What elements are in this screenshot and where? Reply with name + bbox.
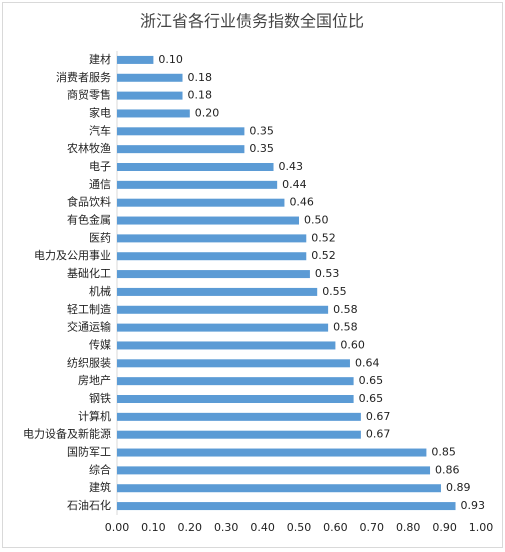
- data-label: 0.20: [195, 106, 220, 119]
- y-tick-label: 钢铁: [89, 392, 111, 405]
- y-tick-label: 基础化工: [67, 266, 111, 280]
- data-label: 0.52: [311, 249, 336, 262]
- y-tick-label: 房地产: [78, 373, 111, 387]
- data-label: 0.46: [289, 196, 314, 209]
- bar: [117, 341, 336, 350]
- y-tick-label: 汽车: [89, 123, 111, 137]
- data-label: 0.93: [461, 499, 486, 512]
- x-tick-label: 0.90: [432, 521, 457, 534]
- bar: [117, 163, 274, 171]
- y-tick-label: 电力及公用事业: [34, 249, 111, 262]
- x-tick-label: 0.00: [105, 521, 130, 534]
- data-label: 0.35: [249, 124, 274, 137]
- y-tick-label: 农林牧渔: [67, 141, 111, 155]
- y-tick-label: 计算机: [78, 409, 111, 423]
- y-tick-label: 交通运输: [67, 320, 111, 334]
- y-tick-label: 有色金属: [67, 213, 111, 227]
- chart-title: 浙江省各行业债务指数全国位比: [140, 12, 364, 31]
- bar: [117, 127, 245, 136]
- y-tick-label: 食品饮料: [67, 195, 111, 209]
- y-tick-label: 医药: [89, 231, 111, 244]
- bar: [117, 484, 441, 493]
- bar: [117, 448, 427, 457]
- data-label: 0.55: [322, 285, 347, 298]
- x-tick-label: 0.50: [287, 521, 312, 534]
- bar: [117, 91, 183, 100]
- y-tick-label: 综合: [89, 462, 111, 476]
- bar: [117, 252, 307, 261]
- bar: [117, 73, 183, 82]
- data-label: 0.85: [431, 446, 456, 459]
- bar: [117, 55, 154, 64]
- y-tick-label: 电力设备及新能源: [23, 427, 111, 441]
- x-tick-label: 0.30: [214, 521, 239, 534]
- y-tick-label: 轻工制造: [67, 302, 111, 316]
- bar: [117, 287, 318, 296]
- data-label: 0.65: [359, 392, 384, 405]
- bar: [117, 395, 354, 403]
- y-tick-label: 消费者服务: [56, 70, 111, 84]
- data-label: 0.43: [279, 160, 304, 173]
- y-tick-label: 建材: [89, 52, 111, 66]
- bar: [117, 234, 307, 243]
- data-label: 0.18: [188, 89, 213, 102]
- data-label: 0.18: [188, 71, 213, 84]
- y-tick-label: 商贸零售: [67, 88, 111, 102]
- bar: [117, 502, 456, 511]
- bar: [117, 270, 310, 279]
- data-label: 0.67: [366, 428, 391, 441]
- data-label: 0.35: [249, 142, 274, 155]
- x-tick-label: 1.00: [469, 521, 494, 534]
- bar: [117, 466, 431, 475]
- y-tick-label: 家电: [89, 105, 111, 119]
- bar: [117, 412, 361, 421]
- bar: [117, 377, 354, 386]
- y-tick-label: 传媒: [89, 338, 111, 351]
- data-label: 0.58: [333, 303, 358, 316]
- bar: [117, 145, 245, 154]
- x-tick-label: 0.60: [323, 521, 348, 534]
- y-tick-label: 电子: [89, 160, 111, 173]
- data-label: 0.58: [333, 321, 358, 334]
- data-label: 0.86: [435, 463, 460, 476]
- data-label: 0.44: [282, 178, 307, 191]
- y-tick-label: 石油石化: [67, 498, 111, 512]
- data-label: 0.67: [366, 410, 391, 423]
- data-label: 0.10: [158, 53, 183, 66]
- data-label: 0.50: [304, 214, 329, 227]
- x-tick-label: 0.80: [396, 521, 421, 534]
- bar: [117, 109, 190, 118]
- y-tick-label: 通信: [89, 178, 111, 191]
- y-tick-label: 国防军工: [67, 445, 111, 459]
- y-tick-label: 机械: [89, 284, 111, 298]
- y-tick-label: 纺织服装: [67, 355, 111, 369]
- bar: [117, 180, 278, 189]
- bar: [117, 305, 329, 314]
- bar: [117, 359, 350, 368]
- x-tick-label: 0.10: [141, 521, 166, 534]
- x-tick-label: 0.20: [178, 521, 203, 534]
- data-label: 0.64: [355, 356, 380, 369]
- data-label: 0.60: [340, 338, 365, 351]
- data-label: 0.53: [315, 267, 340, 280]
- x-tick-label: 0.40: [250, 521, 275, 534]
- y-tick-label: 建筑: [89, 480, 111, 494]
- data-label: 0.89: [446, 481, 471, 494]
- x-tick-label: 0.70: [360, 521, 385, 534]
- bar: [117, 323, 329, 332]
- data-label: 0.65: [359, 374, 384, 387]
- data-label: 0.52: [311, 231, 336, 244]
- bar: [117, 430, 361, 439]
- bar: [117, 216, 299, 225]
- bar: [117, 198, 285, 207]
